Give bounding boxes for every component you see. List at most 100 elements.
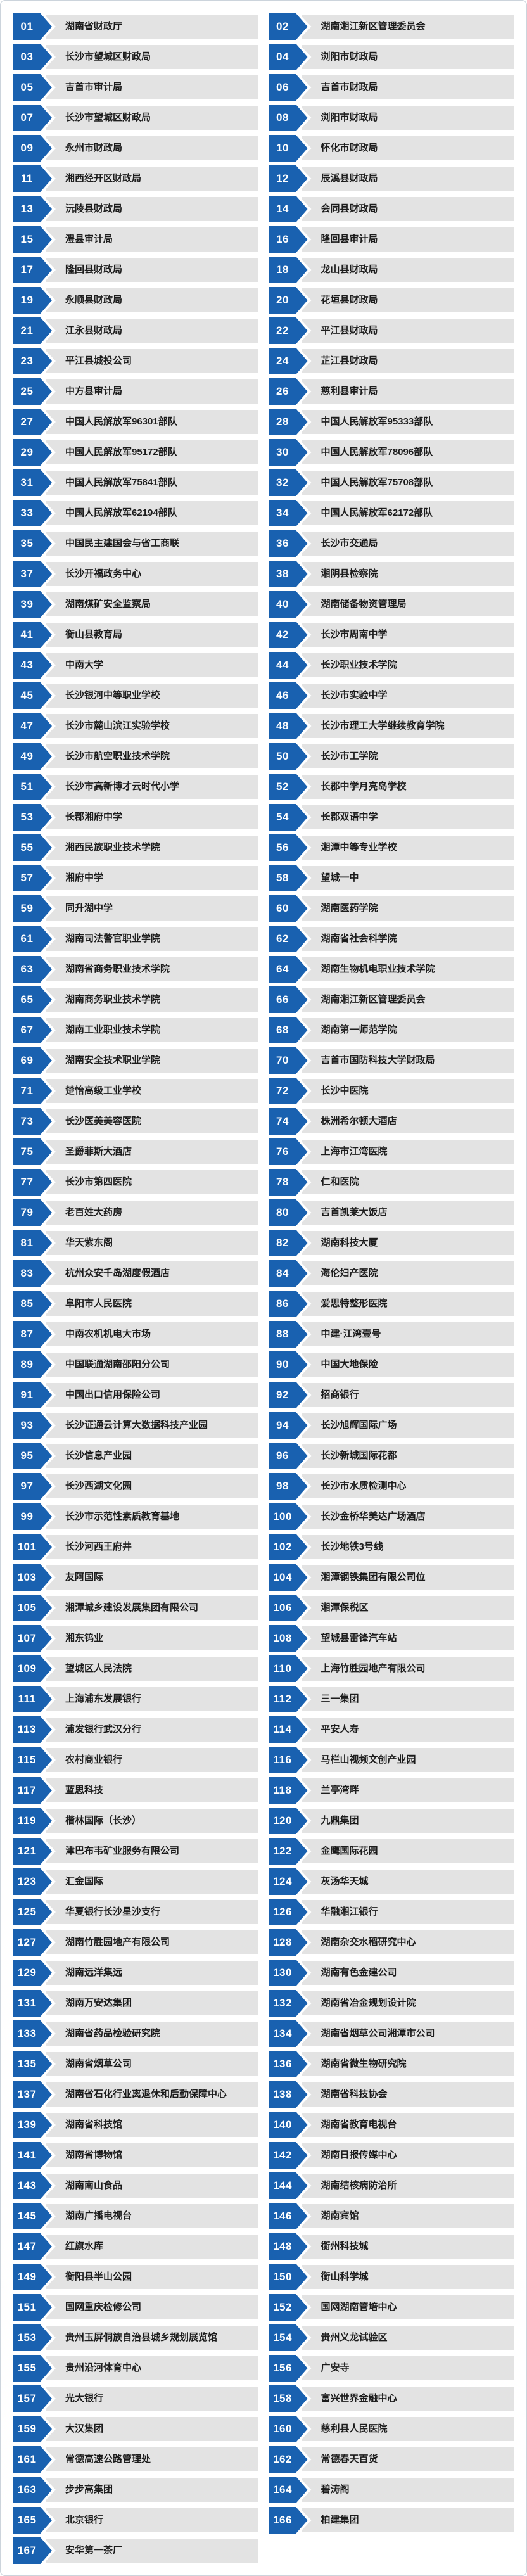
item-bar <box>46 1170 258 1194</box>
item-number: 46 <box>276 689 289 701</box>
list-item: 150 衡山科学城 <box>269 2264 514 2290</box>
item-bar <box>46 1596 258 1620</box>
item-bar <box>302 1292 514 1316</box>
list-item: 163 步步高集团 <box>13 2477 258 2503</box>
item-bar <box>302 1140 514 1164</box>
item-label: 湖南宾馆 <box>321 2210 359 2221</box>
item-number: 74 <box>276 1115 289 1127</box>
item-number-badge: 06 <box>269 74 308 101</box>
item-number: 49 <box>20 750 34 762</box>
item-bar <box>302 1596 514 1620</box>
item-bar <box>302 532 514 556</box>
list-item: 14 会同县财政局 <box>269 196 514 222</box>
item-label: 长沙市麓山滨江实验学校 <box>65 720 170 731</box>
list-item: 129 湖南远洋集远 <box>13 1960 258 1986</box>
item-bar <box>302 501 514 525</box>
item-label: 湖南商务职业技术学院 <box>65 994 161 1005</box>
item-number-badge: 34 <box>269 500 308 526</box>
list-item: 19 永顺县财政局 <box>13 287 258 314</box>
item-number: 52 <box>276 781 289 793</box>
list-item: 55 湘西民族职业技术学院 <box>13 834 258 861</box>
item-number: 42 <box>276 628 289 641</box>
item-bar <box>302 2265 514 2289</box>
item-label: 湖南省药品检验研究院 <box>65 2028 161 2039</box>
list-item: 82 湖南科技大厦 <box>269 1230 514 1256</box>
item-bar <box>302 2022 514 2046</box>
item-bar <box>302 1413 514 1438</box>
item-label: 长沙职业技术学院 <box>321 660 397 670</box>
item-bar <box>302 2235 514 2259</box>
item-label: 隆回县审计局 <box>321 234 378 245</box>
list-item: 61 湖南司法警官职业学院 <box>13 926 258 952</box>
list-item: 89 中国联通湖南邵阳分公司 <box>13 1351 258 1378</box>
item-label: 招商银行 <box>321 1389 359 1400</box>
item-number: 119 <box>18 1814 36 1827</box>
item-number: 62 <box>276 933 289 945</box>
item-label: 湖南省石化行业离退休和后勤保障中心 <box>65 2089 227 2100</box>
item-bar <box>302 1657 514 1681</box>
item-number: 47 <box>20 720 34 732</box>
item-number-badge: 82 <box>269 1230 308 1256</box>
item-bar <box>46 2052 258 2076</box>
item-number: 106 <box>273 1602 292 1614</box>
item-number: 123 <box>17 1875 37 1887</box>
item-number: 121 <box>17 1845 37 1857</box>
item-number: 126 <box>273 1906 292 1918</box>
item-label: 湘潭中等专业学校 <box>321 842 397 853</box>
item-bar <box>302 379 514 404</box>
list-item: 24 芷江县财政局 <box>269 348 514 374</box>
item-bar <box>46 2326 258 2350</box>
item-number: 125 <box>17 1906 37 1918</box>
list-item: 23 平江县城投公司 <box>13 348 258 374</box>
item-bar <box>302 75 514 99</box>
list-item: 02 湖南湘江新区管理委员会 <box>269 13 514 40</box>
list-item: 123 汇金国际 <box>13 1868 258 1895</box>
item-label: 湖南结核病防治所 <box>321 2180 397 2191</box>
item-bar <box>302 836 514 860</box>
item-number: 56 <box>276 841 289 853</box>
item-bar <box>302 1231 514 1255</box>
list-item: 53 长郡湘府中学 <box>13 804 258 831</box>
item-number: 09 <box>20 142 34 154</box>
list-item: 05 吉首市审计局 <box>13 74 258 101</box>
list-item: 35 中国民主建国会与省工商联 <box>13 530 258 557</box>
item-label: 湖南储备物资管理局 <box>321 599 407 609</box>
item-number: 158 <box>273 2392 292 2404</box>
item-number: 25 <box>20 385 34 397</box>
item-bar <box>46 653 258 677</box>
item-label: 长沙旭辉国际广场 <box>321 1420 397 1431</box>
item-number: 37 <box>20 568 34 580</box>
list-item: 97 长沙西湖文化园 <box>13 1473 258 1500</box>
item-number: 117 <box>18 1784 36 1796</box>
item-label: 华天紫东阁 <box>65 1237 113 1248</box>
item-label: 北京银行 <box>65 2515 104 2525</box>
list-item: 44 长沙职业技术学院 <box>269 652 514 679</box>
item-label: 慈利县人民医院 <box>321 2423 388 2434</box>
item-number: 85 <box>20 1298 34 1310</box>
list-item: 66 湖南湘江新区管理委员会 <box>269 986 514 1013</box>
item-label: 沅陵县财政局 <box>65 203 123 214</box>
item-number: 156 <box>273 2362 292 2374</box>
list-item: 164 碧涛阁 <box>269 2477 514 2503</box>
list-item: 68 湖南第一师范学院 <box>269 1017 514 1043</box>
item-bar <box>46 258 258 282</box>
list-item: 48 长沙市理工大学继续教育学院 <box>269 713 514 739</box>
list-item: 95 长沙信息产业园 <box>13 1443 258 1469</box>
item-bar <box>46 1231 258 1255</box>
item-bar <box>302 1353 514 1377</box>
item-number: 21 <box>20 324 34 336</box>
item-bar <box>46 1991 258 2015</box>
item-label: 大汉集团 <box>65 2423 104 2434</box>
item-label: 衡阳县半山公园 <box>65 2271 132 2282</box>
list-item: 107 湘东钨业 <box>13 1625 258 1652</box>
list-item: 142 湖南日报传媒中心 <box>269 2142 514 2169</box>
list-item: 12 辰溪县财政局 <box>269 165 514 192</box>
item-bar <box>302 2356 514 2380</box>
item-bar <box>46 684 258 708</box>
list-item: 76 上海市江湾医院 <box>269 1138 514 1165</box>
item-label: 江永县财政局 <box>65 325 123 336</box>
item-bar <box>46 1930 258 1954</box>
item-label: 长沙金桥华美达广场酒店 <box>321 1511 426 1522</box>
item-number: 86 <box>276 1298 289 1310</box>
item-bar <box>302 592 514 616</box>
